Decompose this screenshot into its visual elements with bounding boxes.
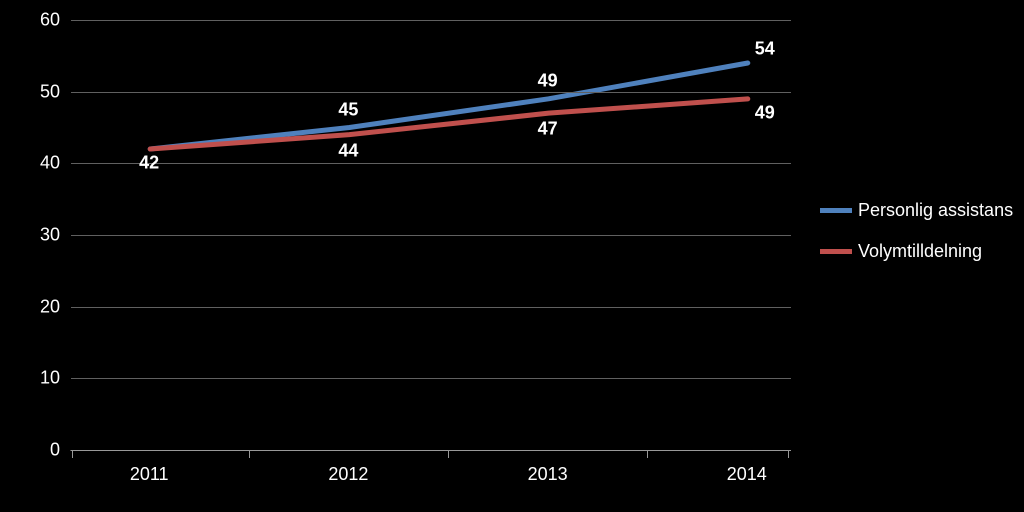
y-tick-label: 60: [20, 10, 60, 31]
legend-swatch: [820, 249, 852, 254]
legend-swatch: [820, 208, 852, 213]
x-tick-label: 2013: [528, 464, 568, 485]
x-tick: [448, 450, 449, 458]
x-tick: [788, 450, 789, 458]
x-tick-label: 2012: [328, 464, 368, 485]
series-line: [150, 99, 748, 149]
data-point-label: 49: [755, 102, 775, 123]
y-tick-label: 50: [20, 81, 60, 102]
y-tick-label: 20: [20, 296, 60, 317]
gridline: [71, 235, 791, 236]
legend-item: Personlig assistans: [820, 200, 1013, 221]
gridline: [71, 307, 791, 308]
x-tick: [72, 450, 73, 458]
y-tick-label: 0: [20, 440, 60, 461]
y-tick-label: 30: [20, 225, 60, 246]
legend: Personlig assistans Volymtilldelning: [820, 200, 1013, 282]
plot-area: [70, 20, 791, 451]
data-point-label: 54: [755, 39, 775, 60]
data-point-label: 45: [338, 99, 358, 120]
data-point-label: 44: [338, 140, 358, 161]
y-tick-label: 40: [20, 153, 60, 174]
x-tick: [647, 450, 648, 458]
data-point-label: 42: [139, 153, 159, 174]
x-tick-label: 2011: [130, 464, 169, 485]
x-tick-label: 2014: [727, 464, 767, 485]
y-tick-label: 10: [20, 368, 60, 389]
data-point-label: 49: [538, 70, 558, 91]
gridline: [71, 92, 791, 93]
gridline: [71, 378, 791, 379]
line-chart: Personlig assistans Volymtilldelning 0 10 2…: [0, 0, 1024, 512]
legend-item: Volymtilldelning: [820, 241, 1013, 262]
gridline: [71, 163, 791, 164]
legend-label: Personlig assistans: [858, 200, 1013, 221]
legend-label: Volymtilldelning: [858, 241, 982, 262]
gridline: [71, 20, 791, 21]
data-point-label: 47: [538, 119, 558, 140]
x-tick: [249, 450, 250, 458]
